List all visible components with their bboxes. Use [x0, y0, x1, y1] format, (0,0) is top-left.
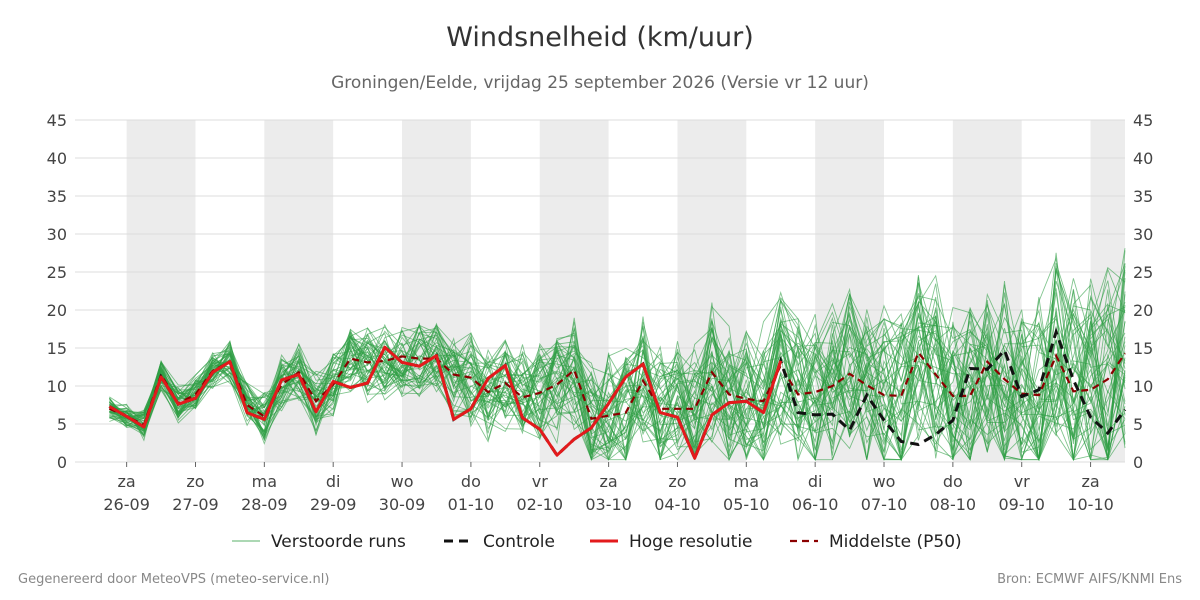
- legend-item-controle: Controle: [444, 532, 555, 552]
- x-tick-date: 09-10: [998, 495, 1045, 514]
- x-tick-day: wo: [391, 472, 414, 491]
- x-tick-date: 04-10: [654, 495, 701, 514]
- legend: Verstoorde runs Controle Hoge resolutie Mid…: [232, 532, 962, 552]
- night-band: [402, 120, 471, 462]
- x-tick-date: 30-09: [379, 495, 426, 514]
- x-tick-day: ma: [252, 472, 277, 491]
- x-tick-day: di: [326, 472, 341, 491]
- x-tick-date: 02-10: [517, 495, 564, 514]
- y-tick-label-left: 45: [47, 111, 67, 130]
- footer-source: Bron: ECMWF AIFS/KNMI Ens: [997, 572, 1182, 587]
- x-axis: za 26-09 zo 27-09 ma 28-09 di 29-09 wo 30-09 do 01-…: [103, 462, 1114, 514]
- y-tick-label-left: 20: [47, 301, 67, 320]
- y-axis-right: 0 5 10 15 20 25 30 35 40 45: [1133, 111, 1153, 472]
- y-tick-label-right: 45: [1133, 111, 1153, 130]
- legend-item-verstoorde-runs: Verstoorde runs: [232, 532, 406, 552]
- y-tick-label-right: 20: [1133, 301, 1153, 320]
- x-tick-date: 06-10: [792, 495, 839, 514]
- x-tick-day: vr: [1014, 472, 1030, 491]
- x-tick-day: do: [943, 472, 963, 491]
- legend-item-p50: Middelste (P50): [790, 532, 962, 552]
- y-tick-label-right: 40: [1133, 149, 1153, 168]
- x-tick-day: za: [600, 472, 618, 491]
- y-axis-left: 0 5 10 15 20 25 30 35 40 45: [47, 111, 67, 472]
- legend-item-hoge-resolutie: Hoge resolutie: [590, 532, 753, 552]
- x-tick-date: 05-10: [723, 495, 770, 514]
- y-tick-label-left: 30: [47, 225, 67, 244]
- ensemble-run: [109, 297, 1126, 448]
- y-tick-label-left: 15: [47, 339, 67, 358]
- hoge-resolutie-line: [108, 345, 783, 460]
- ensemble-run: [109, 294, 1126, 461]
- x-tick-day: wo: [873, 472, 896, 491]
- hoge-resolutie-series: [108, 345, 783, 460]
- y-tick-label-left: 5: [57, 415, 67, 434]
- chart-subtitle: Groningen/Eelde, vrijdag 25 september 20…: [331, 73, 869, 93]
- ensemble-run: [109, 288, 1126, 461]
- footer-credit: Gegenereerd door MeteoVPS (meteo-service…: [18, 572, 330, 587]
- x-tick-day: zo: [668, 472, 686, 491]
- y-tick-label-right: 15: [1133, 339, 1153, 358]
- x-tick-day: za: [1081, 472, 1099, 491]
- ensemble-run: [109, 266, 1126, 461]
- x-tick-date: 29-09: [310, 495, 357, 514]
- y-tick-label-left: 10: [47, 377, 67, 396]
- x-tick-day: di: [808, 472, 823, 491]
- ensemble-run: [109, 268, 1126, 461]
- x-tick-day: za: [118, 472, 136, 491]
- x-tick-date: 07-10: [861, 495, 908, 514]
- y-tick-label-left: 35: [47, 187, 67, 206]
- x-tick-day: do: [461, 472, 481, 491]
- x-tick-date: 03-10: [585, 495, 632, 514]
- night-shading: [126, 120, 1125, 462]
- x-tick-day: vr: [532, 472, 548, 491]
- legend-label: Hoge resolutie: [629, 532, 753, 552]
- x-tick-date: 08-10: [930, 495, 977, 514]
- x-tick-date: 26-09: [103, 495, 150, 514]
- legend-label: Verstoorde runs: [271, 532, 406, 552]
- y-tick-label-right: 5: [1133, 415, 1143, 434]
- y-tick-label-right: 25: [1133, 263, 1153, 282]
- y-tick-label-right: 10: [1133, 377, 1153, 396]
- y-tick-label-right: 0: [1133, 453, 1143, 472]
- y-tick-label-left: 25: [47, 263, 67, 282]
- x-tick-day: ma: [734, 472, 759, 491]
- y-tick-label-right: 30: [1133, 225, 1153, 244]
- y-tick-label-left: 0: [57, 453, 67, 472]
- ensemble-run: [109, 307, 1126, 460]
- x-tick-date: 28-09: [241, 495, 288, 514]
- legend-label: Middelste (P50): [829, 532, 962, 552]
- chart-title: Windsnelheid (km/uur): [446, 22, 754, 53]
- x-tick-date: 01-10: [448, 495, 495, 514]
- ensemble-run: [109, 263, 1126, 461]
- ensemble-run: [109, 274, 1126, 462]
- x-tick-day: zo: [186, 472, 204, 491]
- ensemble-run: [109, 270, 1126, 461]
- y-tick-label-left: 40: [47, 149, 67, 168]
- x-tick-date: 27-09: [172, 495, 219, 514]
- x-tick-date: 10-10: [1067, 495, 1114, 514]
- y-tick-label-right: 35: [1133, 187, 1153, 206]
- legend-label: Controle: [483, 532, 555, 552]
